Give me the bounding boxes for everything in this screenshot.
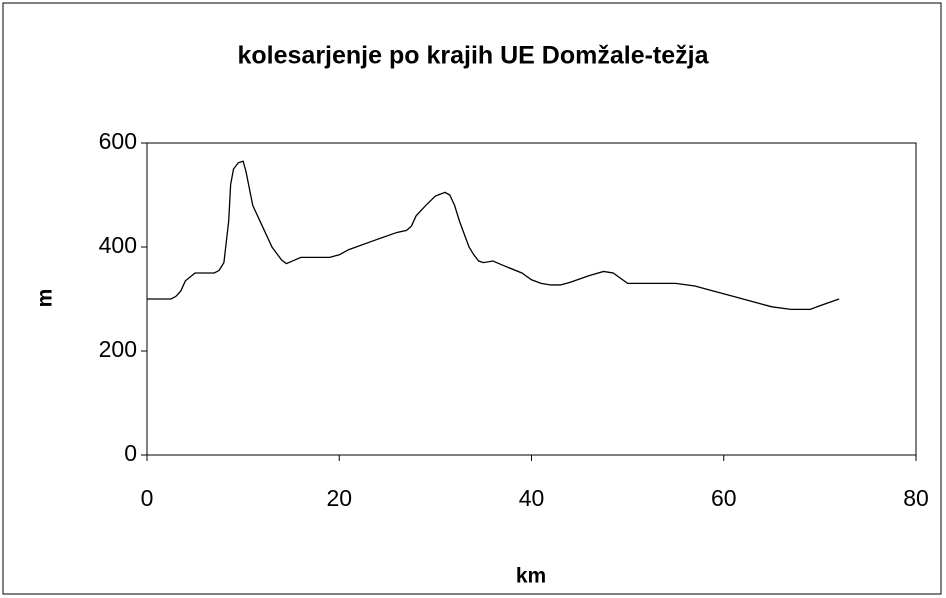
x-axis-label: km xyxy=(516,565,546,588)
chart-title: kolesarjenje po krajih UE Domžale-težja xyxy=(238,42,710,70)
plot-area xyxy=(146,142,917,456)
x-tick-label: 60 xyxy=(711,485,737,511)
y-tick-label: 400 xyxy=(99,232,137,258)
y-tick-label: 0 xyxy=(124,440,137,466)
y-tick-label: 600 xyxy=(99,128,137,154)
y-axis-label: m xyxy=(34,289,57,308)
line xyxy=(147,160,840,311)
x-tick-label: 0 xyxy=(141,485,154,511)
x-tick-label: 20 xyxy=(326,485,352,511)
y-tick-label: 200 xyxy=(99,336,137,362)
x-tick-label: 40 xyxy=(519,485,545,511)
x-tick-label: 80 xyxy=(903,485,929,511)
